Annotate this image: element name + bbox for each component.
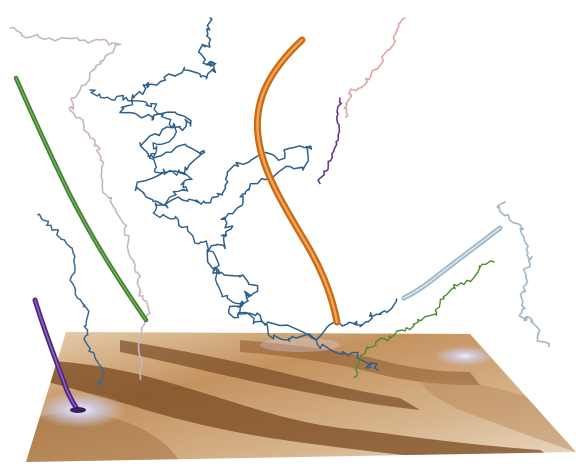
- trajectory-green-tube-highlight: [15, 77, 147, 321]
- terrain-base: [26, 332, 576, 462]
- trajectory-layer: [9, 17, 550, 387]
- trajectory-green-right: [353, 260, 495, 379]
- trajectory-pink-left: [9, 26, 151, 381]
- terrain-cold-spot-right: [435, 346, 495, 366]
- trajectory-purple-tube-highlight: [34, 299, 79, 411]
- terrain-upper-band: [240, 340, 480, 386]
- terrain-right-mottle: [420, 379, 576, 452]
- trajectory-dense-blue: [119, 17, 398, 341]
- trajectory-purple-small: [317, 97, 343, 185]
- tube-trajectories: [13, 36, 503, 413]
- terrain-dark-streak: [120, 340, 420, 410]
- trajectory-light-blue-tube-highlight: [403, 227, 501, 299]
- terrain-cold-spot-center: [260, 338, 340, 352]
- terrain-dark-band: [40, 360, 560, 462]
- trajectory-orange-tube-highlight: [256, 38, 339, 324]
- trajectory-dense-blue-2: [89, 89, 379, 371]
- trajectory-blue-left: [37, 213, 105, 387]
- terrain-surface: [26, 332, 576, 462]
- trajectory-pink-right: [343, 17, 406, 118]
- trajectory-purple-tube-foot: [70, 407, 86, 413]
- trajectory-light-blue-right: [496, 201, 550, 348]
- trajectory-green-tube: [13, 75, 149, 323]
